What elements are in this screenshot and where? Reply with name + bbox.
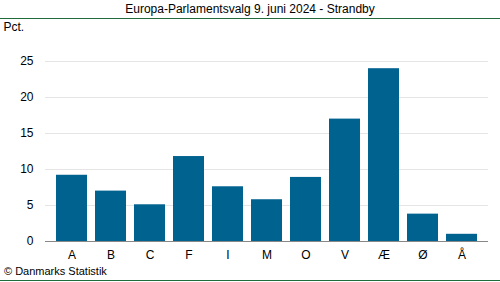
svg-text:0: 0 — [27, 234, 34, 248]
svg-text:I: I — [226, 248, 229, 262]
html-text:Europa-Parlamentsvalg 9. juni: Europa-Parlamentsvalg 9. juni 2024 - Str… — [125, 2, 375, 16]
svg-text:Ø: Ø — [418, 248, 427, 262]
svg-text:Å: Å — [458, 247, 466, 262]
html-text:© Danmarks Statistik: © Danmarks Statistik — [4, 265, 107, 277]
svg-text:20: 20 — [20, 90, 34, 104]
svg-text:25: 25 — [20, 54, 34, 68]
svg-text:M: M — [262, 248, 272, 262]
svg-text:V: V — [341, 248, 349, 262]
svg-text:10: 10 — [20, 162, 34, 176]
svg-text:B: B — [107, 248, 115, 262]
svg-text:C: C — [146, 248, 155, 262]
svg-text:Æ: Æ — [378, 248, 390, 262]
svg-text:A: A — [68, 248, 76, 262]
svg-text:Pct.: Pct. — [4, 20, 25, 34]
svg-text:F: F — [185, 248, 192, 262]
svg-text:15: 15 — [20, 126, 34, 140]
svg-text:O: O — [301, 248, 310, 262]
svg-text:5: 5 — [27, 198, 34, 212]
